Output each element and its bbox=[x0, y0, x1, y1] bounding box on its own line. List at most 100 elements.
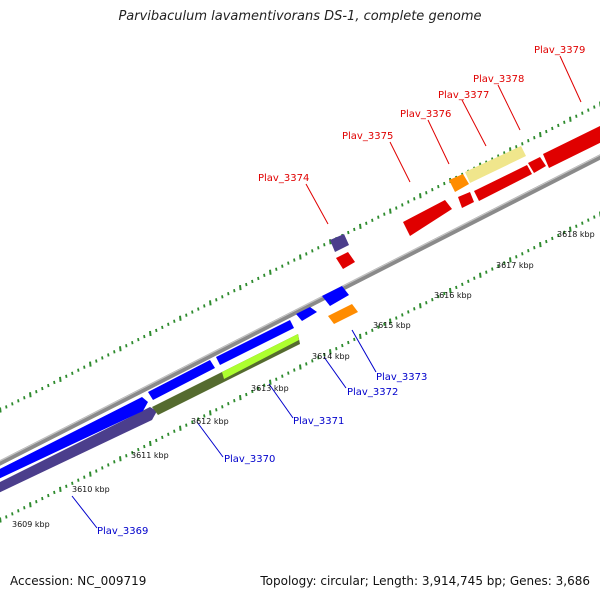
major-tick bbox=[329, 349, 332, 355]
minor-tick bbox=[167, 432, 170, 436]
label-plav-3369[interactable]: Plav_3369 bbox=[97, 526, 148, 537]
minor-tick bbox=[107, 463, 110, 467]
minor-tick bbox=[575, 224, 578, 228]
minor-tick bbox=[587, 108, 590, 112]
scale-label: 3612 kbp bbox=[191, 417, 229, 426]
minor-tick bbox=[191, 420, 194, 424]
minor-tick bbox=[263, 383, 266, 388]
minor-tick bbox=[11, 512, 14, 516]
minor-tick bbox=[281, 264, 284, 268]
label-plav-3374[interactable]: Plav_3374 bbox=[258, 173, 309, 184]
scale-labels: 3609 kbp 3610 kbp 3611 kbp 3612 kbp 3613… bbox=[12, 230, 595, 529]
gene-plav-3374[interactable] bbox=[330, 234, 349, 252]
minor-tick bbox=[335, 346, 338, 351]
minor-tick bbox=[113, 460, 116, 464]
minor-tick bbox=[137, 447, 140, 452]
major-tick bbox=[569, 226, 572, 232]
gene-plav-3378[interactable] bbox=[465, 146, 526, 183]
minor-tick bbox=[395, 316, 398, 320]
minor-tick bbox=[377, 215, 380, 219]
gene-plav-3379[interactable] bbox=[528, 157, 546, 173]
minor-tick bbox=[155, 328, 158, 333]
minor-tick bbox=[137, 337, 140, 342]
minor-tick bbox=[317, 356, 320, 360]
label-plav-3378[interactable]: Plav_3378 bbox=[473, 74, 524, 85]
label-plav-3379[interactable]: Plav_3379 bbox=[534, 45, 585, 56]
minor-tick bbox=[455, 285, 458, 290]
minor-tick bbox=[485, 270, 488, 274]
gene-plav-3371-c[interactable] bbox=[216, 320, 294, 365]
label-plav-3371[interactable]: Plav_3371 bbox=[293, 416, 344, 427]
minor-tick bbox=[257, 386, 260, 391]
minor-tick bbox=[557, 123, 560, 128]
minor-tick bbox=[521, 252, 524, 256]
minor-tick bbox=[245, 392, 248, 397]
minor-tick bbox=[35, 389, 38, 394]
minor-tick bbox=[293, 258, 296, 262]
major-tick bbox=[479, 272, 482, 278]
label-plav-3373[interactable]: Plav_3373 bbox=[376, 372, 427, 383]
label-plav-3376[interactable]: Plav_3376 bbox=[400, 109, 451, 120]
minor-tick bbox=[281, 374, 284, 378]
minor-tick bbox=[53, 380, 56, 385]
inner-tick-track bbox=[0, 211, 600, 523]
minor-tick bbox=[497, 264, 500, 268]
minor-tick bbox=[17, 509, 20, 513]
gene-plav-3372-b[interactable] bbox=[322, 286, 349, 306]
minor-tick bbox=[287, 371, 290, 375]
minor-tick bbox=[161, 435, 164, 440]
minor-tick bbox=[347, 230, 350, 235]
gene-plav-3376-red[interactable] bbox=[458, 192, 474, 208]
minor-tick bbox=[467, 279, 470, 283]
label-plav-3375[interactable]: Plav_3375 bbox=[342, 131, 393, 142]
minor-tick bbox=[77, 478, 80, 482]
minor-tick bbox=[413, 307, 416, 311]
minor-tick bbox=[227, 402, 230, 406]
scale-label: 3616 kbp bbox=[434, 291, 472, 300]
gene-plav-3379-b[interactable] bbox=[543, 126, 600, 168]
gene-plav-3374-red[interactable] bbox=[336, 252, 355, 269]
label-plav-3377[interactable]: Plav_3377 bbox=[438, 90, 489, 101]
minor-tick bbox=[47, 493, 50, 498]
minor-tick bbox=[365, 331, 368, 336]
gene-plav-3369[interactable] bbox=[0, 407, 157, 497]
major-tick bbox=[179, 315, 182, 321]
gene-plav-3371[interactable] bbox=[0, 397, 148, 483]
label-plav-3372[interactable]: Plav_3372 bbox=[347, 387, 398, 398]
minor-tick bbox=[545, 239, 548, 244]
minor-tick bbox=[353, 337, 356, 342]
minor-tick bbox=[107, 353, 110, 357]
minor-tick bbox=[311, 359, 314, 363]
minor-tick bbox=[5, 515, 8, 519]
minor-tick bbox=[197, 417, 200, 421]
minor-tick bbox=[323, 353, 326, 357]
gene-plav-3377[interactable] bbox=[474, 165, 532, 201]
minor-tick bbox=[203, 304, 206, 308]
major-tick bbox=[389, 208, 392, 214]
minor-tick bbox=[125, 344, 128, 348]
minor-tick bbox=[473, 276, 476, 280]
gene-plav-3372[interactable] bbox=[296, 307, 317, 321]
minor-tick bbox=[551, 236, 554, 241]
minor-tick bbox=[83, 475, 86, 479]
major-tick bbox=[0, 407, 2, 413]
minor-tick bbox=[203, 414, 206, 418]
minor-tick bbox=[101, 356, 104, 360]
gene-plav-3375[interactable] bbox=[403, 200, 452, 236]
minor-tick bbox=[545, 129, 548, 134]
minor-tick bbox=[527, 139, 530, 143]
minor-tick bbox=[365, 221, 368, 226]
minor-tick bbox=[275, 267, 278, 271]
minor-tick bbox=[593, 105, 596, 109]
forward-strand bbox=[330, 126, 600, 269]
major-tick bbox=[359, 223, 362, 230]
minor-tick bbox=[221, 295, 224, 299]
label-plav-3370[interactable]: Plav_3370 bbox=[224, 454, 275, 465]
gene-plav-3371-b[interactable] bbox=[148, 360, 215, 400]
major-tick bbox=[269, 269, 272, 275]
gene-plav-3376[interactable] bbox=[449, 174, 469, 192]
scale-label: 3609 kbp bbox=[12, 520, 50, 529]
major-tick bbox=[539, 241, 542, 248]
minor-tick bbox=[143, 444, 146, 449]
gene-plav-3373[interactable] bbox=[328, 304, 358, 324]
